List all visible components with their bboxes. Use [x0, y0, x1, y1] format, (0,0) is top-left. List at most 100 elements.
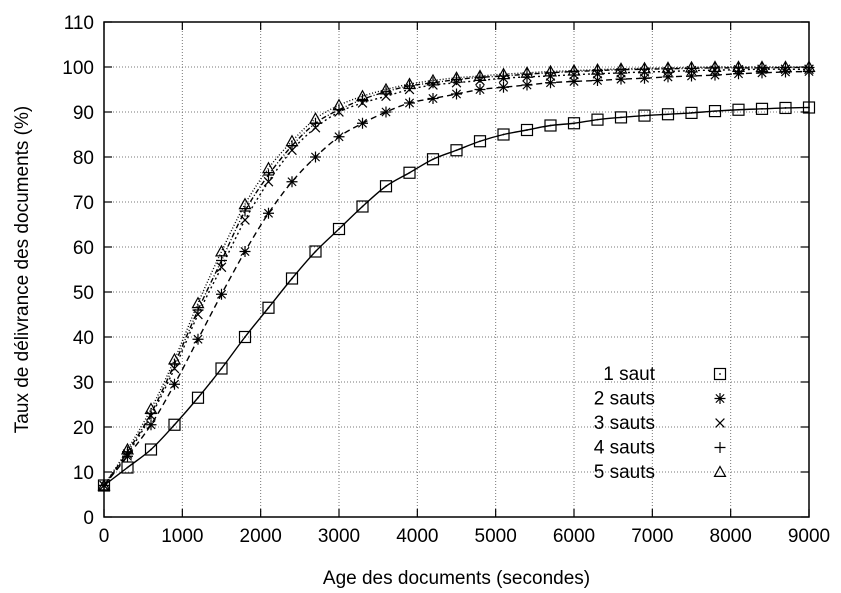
triangle-marker — [661, 61, 675, 73]
triangle-marker — [684, 60, 699, 73]
data-point — [308, 112, 323, 124]
square-marker — [779, 101, 792, 115]
square-marker — [614, 111, 628, 124]
data-point — [661, 61, 675, 73]
triangle-marker — [449, 71, 464, 83]
square-marker-dot — [361, 205, 364, 208]
data-point — [380, 106, 392, 118]
triangle-marker — [191, 296, 205, 309]
y-tick-label: 80 — [73, 148, 94, 169]
series-5 — [97, 60, 816, 491]
data-point — [715, 418, 725, 428]
square-marker-dot — [526, 129, 528, 131]
legend-item: 1 saut — [603, 364, 727, 385]
data-point — [191, 296, 205, 309]
series-layer — [97, 60, 816, 492]
data-point — [713, 367, 727, 381]
triangle-marker — [520, 66, 534, 78]
data-point — [684, 60, 699, 73]
data-point — [169, 378, 180, 390]
data-point — [427, 93, 439, 104]
data-point — [778, 60, 793, 72]
data-point — [402, 77, 417, 90]
square-marker-dot — [385, 185, 387, 188]
asterisk-marker — [545, 77, 556, 89]
data-point — [713, 465, 727, 477]
triangle-marker — [308, 112, 323, 124]
data-point — [498, 81, 509, 93]
asterisk-marker — [521, 79, 533, 91]
data-point — [732, 103, 745, 116]
data-point — [544, 119, 557, 132]
square-marker-dot — [719, 373, 721, 375]
legend: 1 saut 2 sauts 3 sauts 4 sauts 5 sauts — [594, 364, 727, 483]
data-point — [708, 60, 722, 72]
triangle-marker — [120, 442, 135, 455]
square-marker-dot — [408, 171, 411, 174]
y-tick-label: 60 — [73, 238, 94, 259]
y-tick-label: 100 — [62, 58, 94, 79]
data-point — [591, 113, 604, 126]
data-point — [426, 153, 440, 166]
square-marker-dot — [291, 277, 293, 280]
square-marker — [309, 245, 322, 258]
data-point — [120, 442, 135, 455]
data-point — [263, 207, 274, 219]
square-marker-dot — [220, 367, 223, 370]
data-point — [192, 304, 204, 316]
x-tick-label: 1000 — [161, 526, 203, 547]
data-point — [238, 330, 252, 344]
square-marker-dot — [643, 114, 646, 117]
triangle-marker — [238, 197, 252, 210]
data-point — [755, 102, 769, 115]
square-marker-dot — [197, 396, 199, 399]
data-point — [686, 70, 697, 82]
data-point — [496, 67, 511, 80]
y-tick-label: 10 — [73, 463, 94, 484]
plus-marker — [263, 169, 274, 181]
square-marker-dot — [737, 108, 740, 111]
data-point — [451, 88, 462, 100]
data-point — [404, 97, 415, 109]
asterisk-marker — [192, 333, 204, 345]
square-marker-dot — [432, 158, 434, 161]
triangle-marker — [426, 73, 440, 86]
legend-item: 2 sauts — [594, 389, 726, 410]
asterisk-marker — [216, 288, 227, 300]
triangle-marker — [473, 69, 487, 81]
data-point — [286, 176, 298, 188]
square-marker — [356, 200, 369, 213]
square-marker — [497, 128, 510, 141]
data-point — [97, 478, 111, 491]
asterisk-marker — [451, 88, 462, 100]
series-3 — [99, 64, 814, 491]
data-point — [473, 69, 487, 81]
y-tick-label: 90 — [73, 103, 94, 124]
data-point — [263, 169, 274, 181]
asterisk-marker — [380, 106, 392, 118]
plus-marker — [239, 205, 251, 217]
data-point — [568, 75, 580, 87]
square-marker-dot — [150, 448, 152, 451]
square-marker-dot — [808, 106, 810, 109]
data-point — [262, 301, 275, 314]
asterisk-marker — [169, 378, 180, 390]
square-marker — [685, 106, 698, 120]
plus-marker — [192, 304, 204, 316]
triangle-marker — [713, 465, 727, 477]
data-point — [473, 135, 487, 148]
data-point — [449, 71, 464, 83]
square-marker — [403, 166, 416, 179]
y-tick-label: 110 — [64, 13, 94, 34]
data-point — [144, 402, 158, 414]
data-point — [685, 106, 698, 120]
data-point — [216, 288, 227, 300]
square-marker-dot — [173, 423, 176, 426]
data-point — [545, 77, 556, 89]
square-marker-dot — [784, 107, 787, 109]
x-tick-label: 3000 — [318, 526, 360, 547]
data-point — [614, 111, 628, 124]
x-tick-label: 9000 — [788, 526, 830, 547]
square-marker-dot — [455, 149, 458, 152]
